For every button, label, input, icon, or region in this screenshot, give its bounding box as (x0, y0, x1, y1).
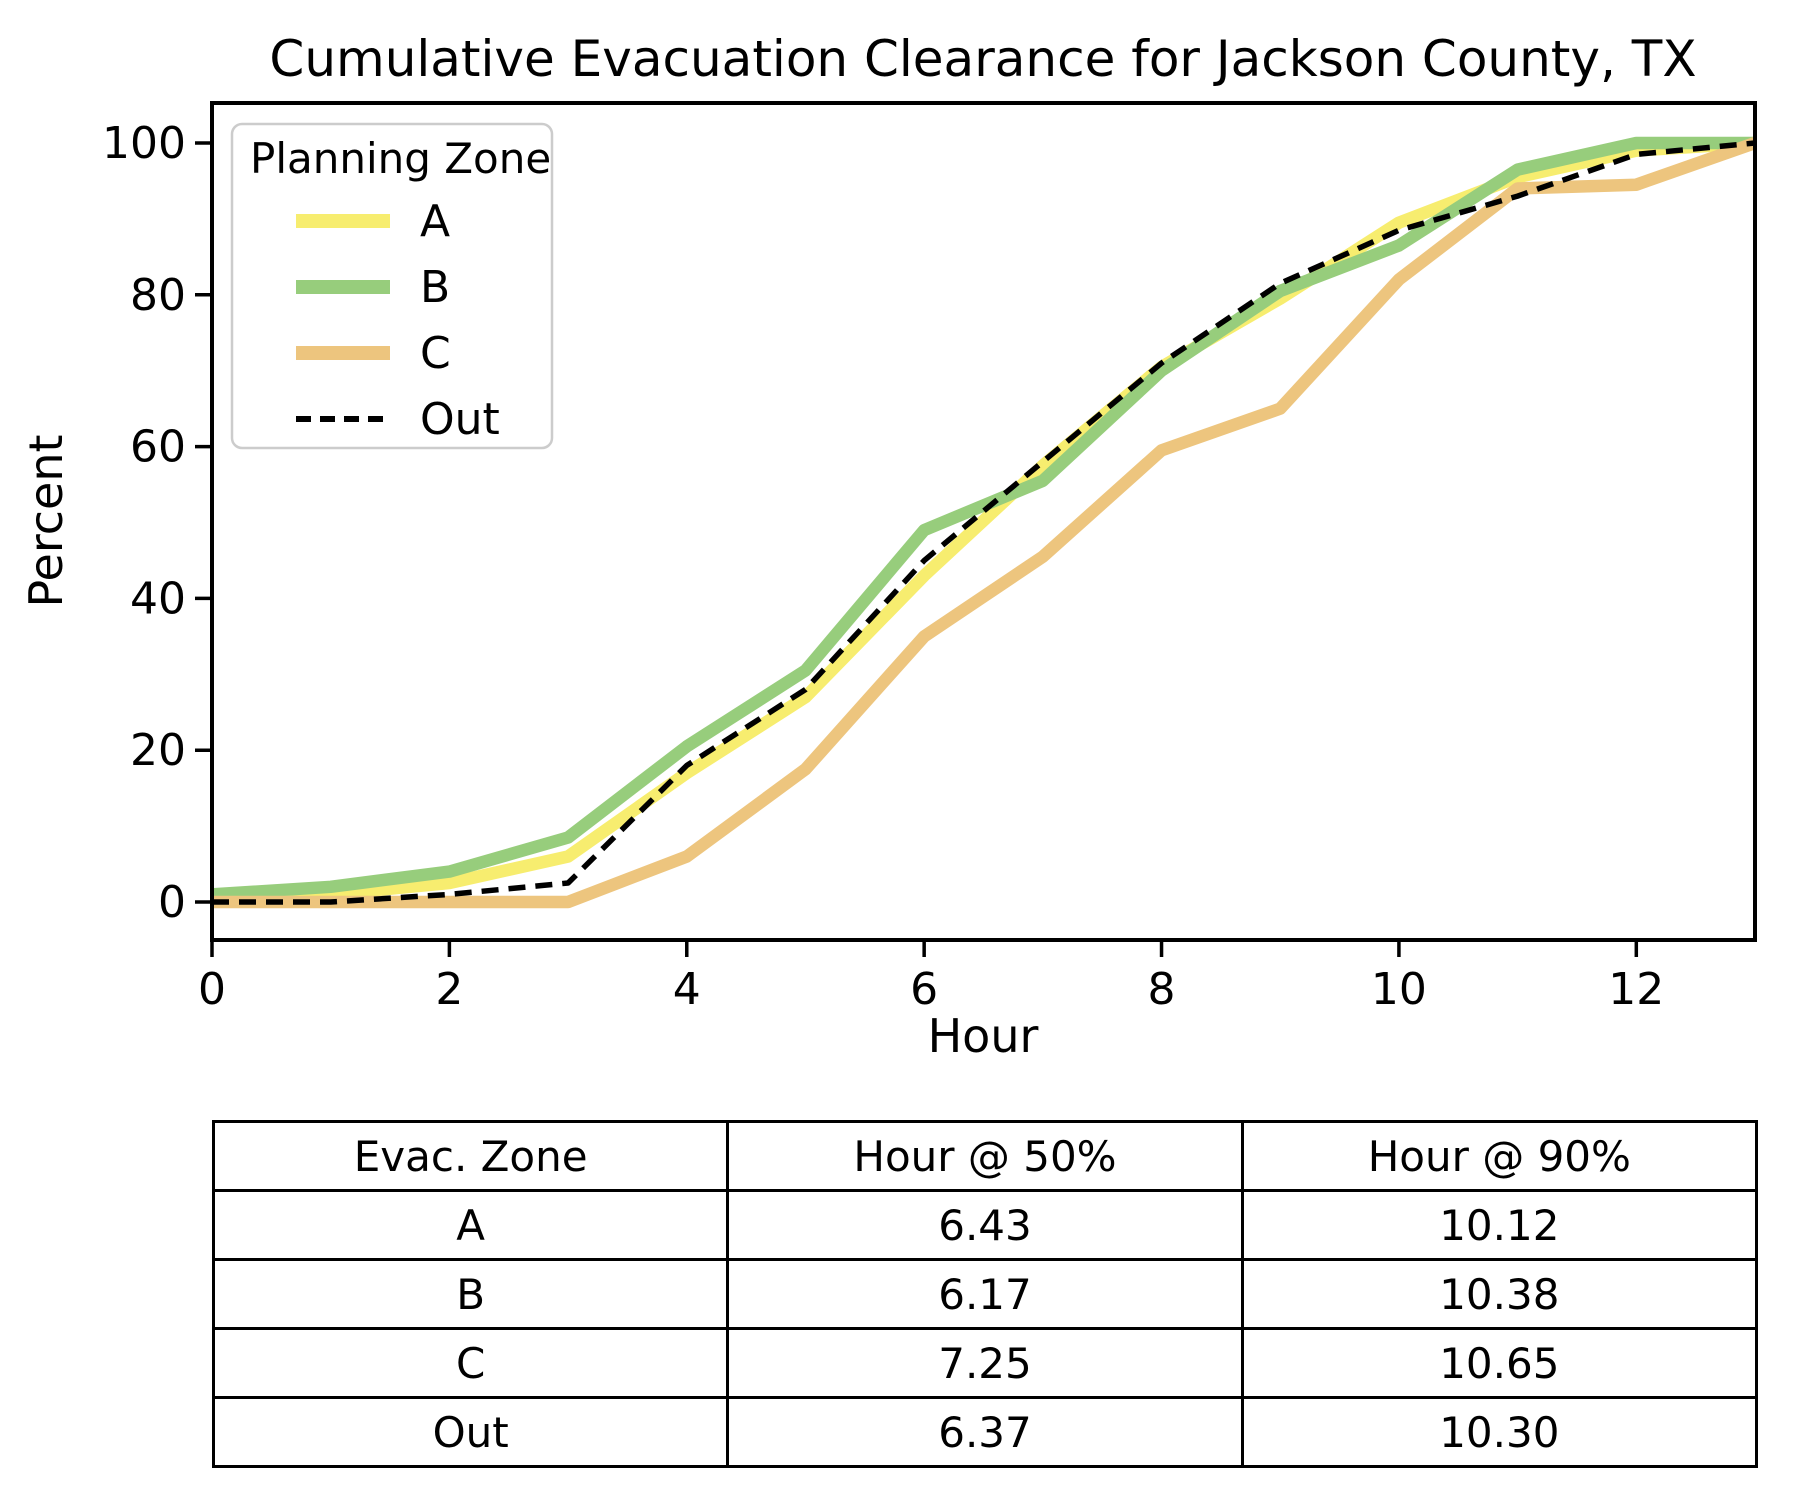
x-axis-label: Hour (928, 1009, 1039, 1063)
table-cell: A (211, 1189, 730, 1261)
legend-items: ABC Out (296, 196, 500, 445)
table-cell: 6.43 (726, 1189, 1244, 1261)
legend-label-B: B (420, 262, 450, 313)
tick-layer: 0 2 4 6 8 10 12 0 20 40 60 80 100 (102, 118, 1664, 1015)
table-cell: 10.12 (1240, 1189, 1759, 1261)
x-tick-label: 0 (198, 964, 226, 1015)
table-cell: 7.25 (726, 1327, 1244, 1399)
table-cell: 10.65 (1240, 1327, 1759, 1399)
y-tick-label: 40 (130, 573, 186, 624)
table-row: B 6.17 10.38 (211, 1258, 1759, 1330)
col-header-hour50: Hour @ 50% (726, 1120, 1244, 1192)
x-tick-label: 8 (1148, 964, 1176, 1015)
x-tick-label: 4 (673, 964, 701, 1015)
chart-title: Cumulative Evacuation Clearance for Jack… (269, 30, 1696, 88)
x-tick-label: 2 (435, 964, 463, 1015)
table-cell: C (211, 1327, 730, 1399)
table-row: A 6.43 10.12 (211, 1189, 1759, 1261)
y-tick-label: 0 (158, 877, 186, 928)
y-tick-label: 100 (102, 118, 186, 169)
legend-box: Planning Zone ABC Out (230, 122, 554, 450)
table-cell: 6.17 (726, 1258, 1244, 1330)
series-layer (211, 136, 1758, 909)
legend-label-Out: Out (420, 394, 500, 445)
plot-border (210, 101, 1757, 942)
table-cell: B (211, 1258, 730, 1330)
table-row: C 7.25 10.65 (211, 1327, 1759, 1399)
col-header-hour90: Hour @ 90% (1240, 1120, 1759, 1192)
y-tick-label: 80 (130, 270, 186, 321)
x-tick-label: 6 (910, 964, 938, 1015)
table-cell: 6.37 (726, 1396, 1244, 1468)
table-header-row: Evac. Zone Hour @ 50% Hour @ 90% (211, 1120, 1759, 1192)
evacuation-chart: Cumulative Evacuation Clearance for Jack… (19, 30, 1758, 1063)
series-line-Out (212, 140, 1756, 905)
y-axis-label: Percent (19, 434, 73, 607)
stats-table: Evac. Zone Hour @ 50% Hour @ 90% A 6.43 … (211, 1120, 1759, 1468)
series-line-B (211, 136, 1755, 901)
table-cell: 10.38 (1240, 1258, 1759, 1330)
table-cell: Out (211, 1396, 730, 1468)
legend-frame (230, 122, 554, 450)
table-row: Out 6.37 10.30 (211, 1396, 1759, 1468)
legend-label-C: C (420, 328, 451, 379)
y-tick-label: 60 (130, 422, 186, 473)
legend-title: Planning Zone (250, 134, 551, 183)
legend-label-A: A (420, 196, 450, 247)
x-tick-label: 12 (1608, 964, 1664, 1015)
col-header-zone: Evac. Zone (211, 1120, 730, 1192)
y-tick-label: 20 (130, 725, 186, 776)
x-tick-label: 10 (1371, 964, 1427, 1015)
table-cell: 10.30 (1240, 1396, 1759, 1468)
